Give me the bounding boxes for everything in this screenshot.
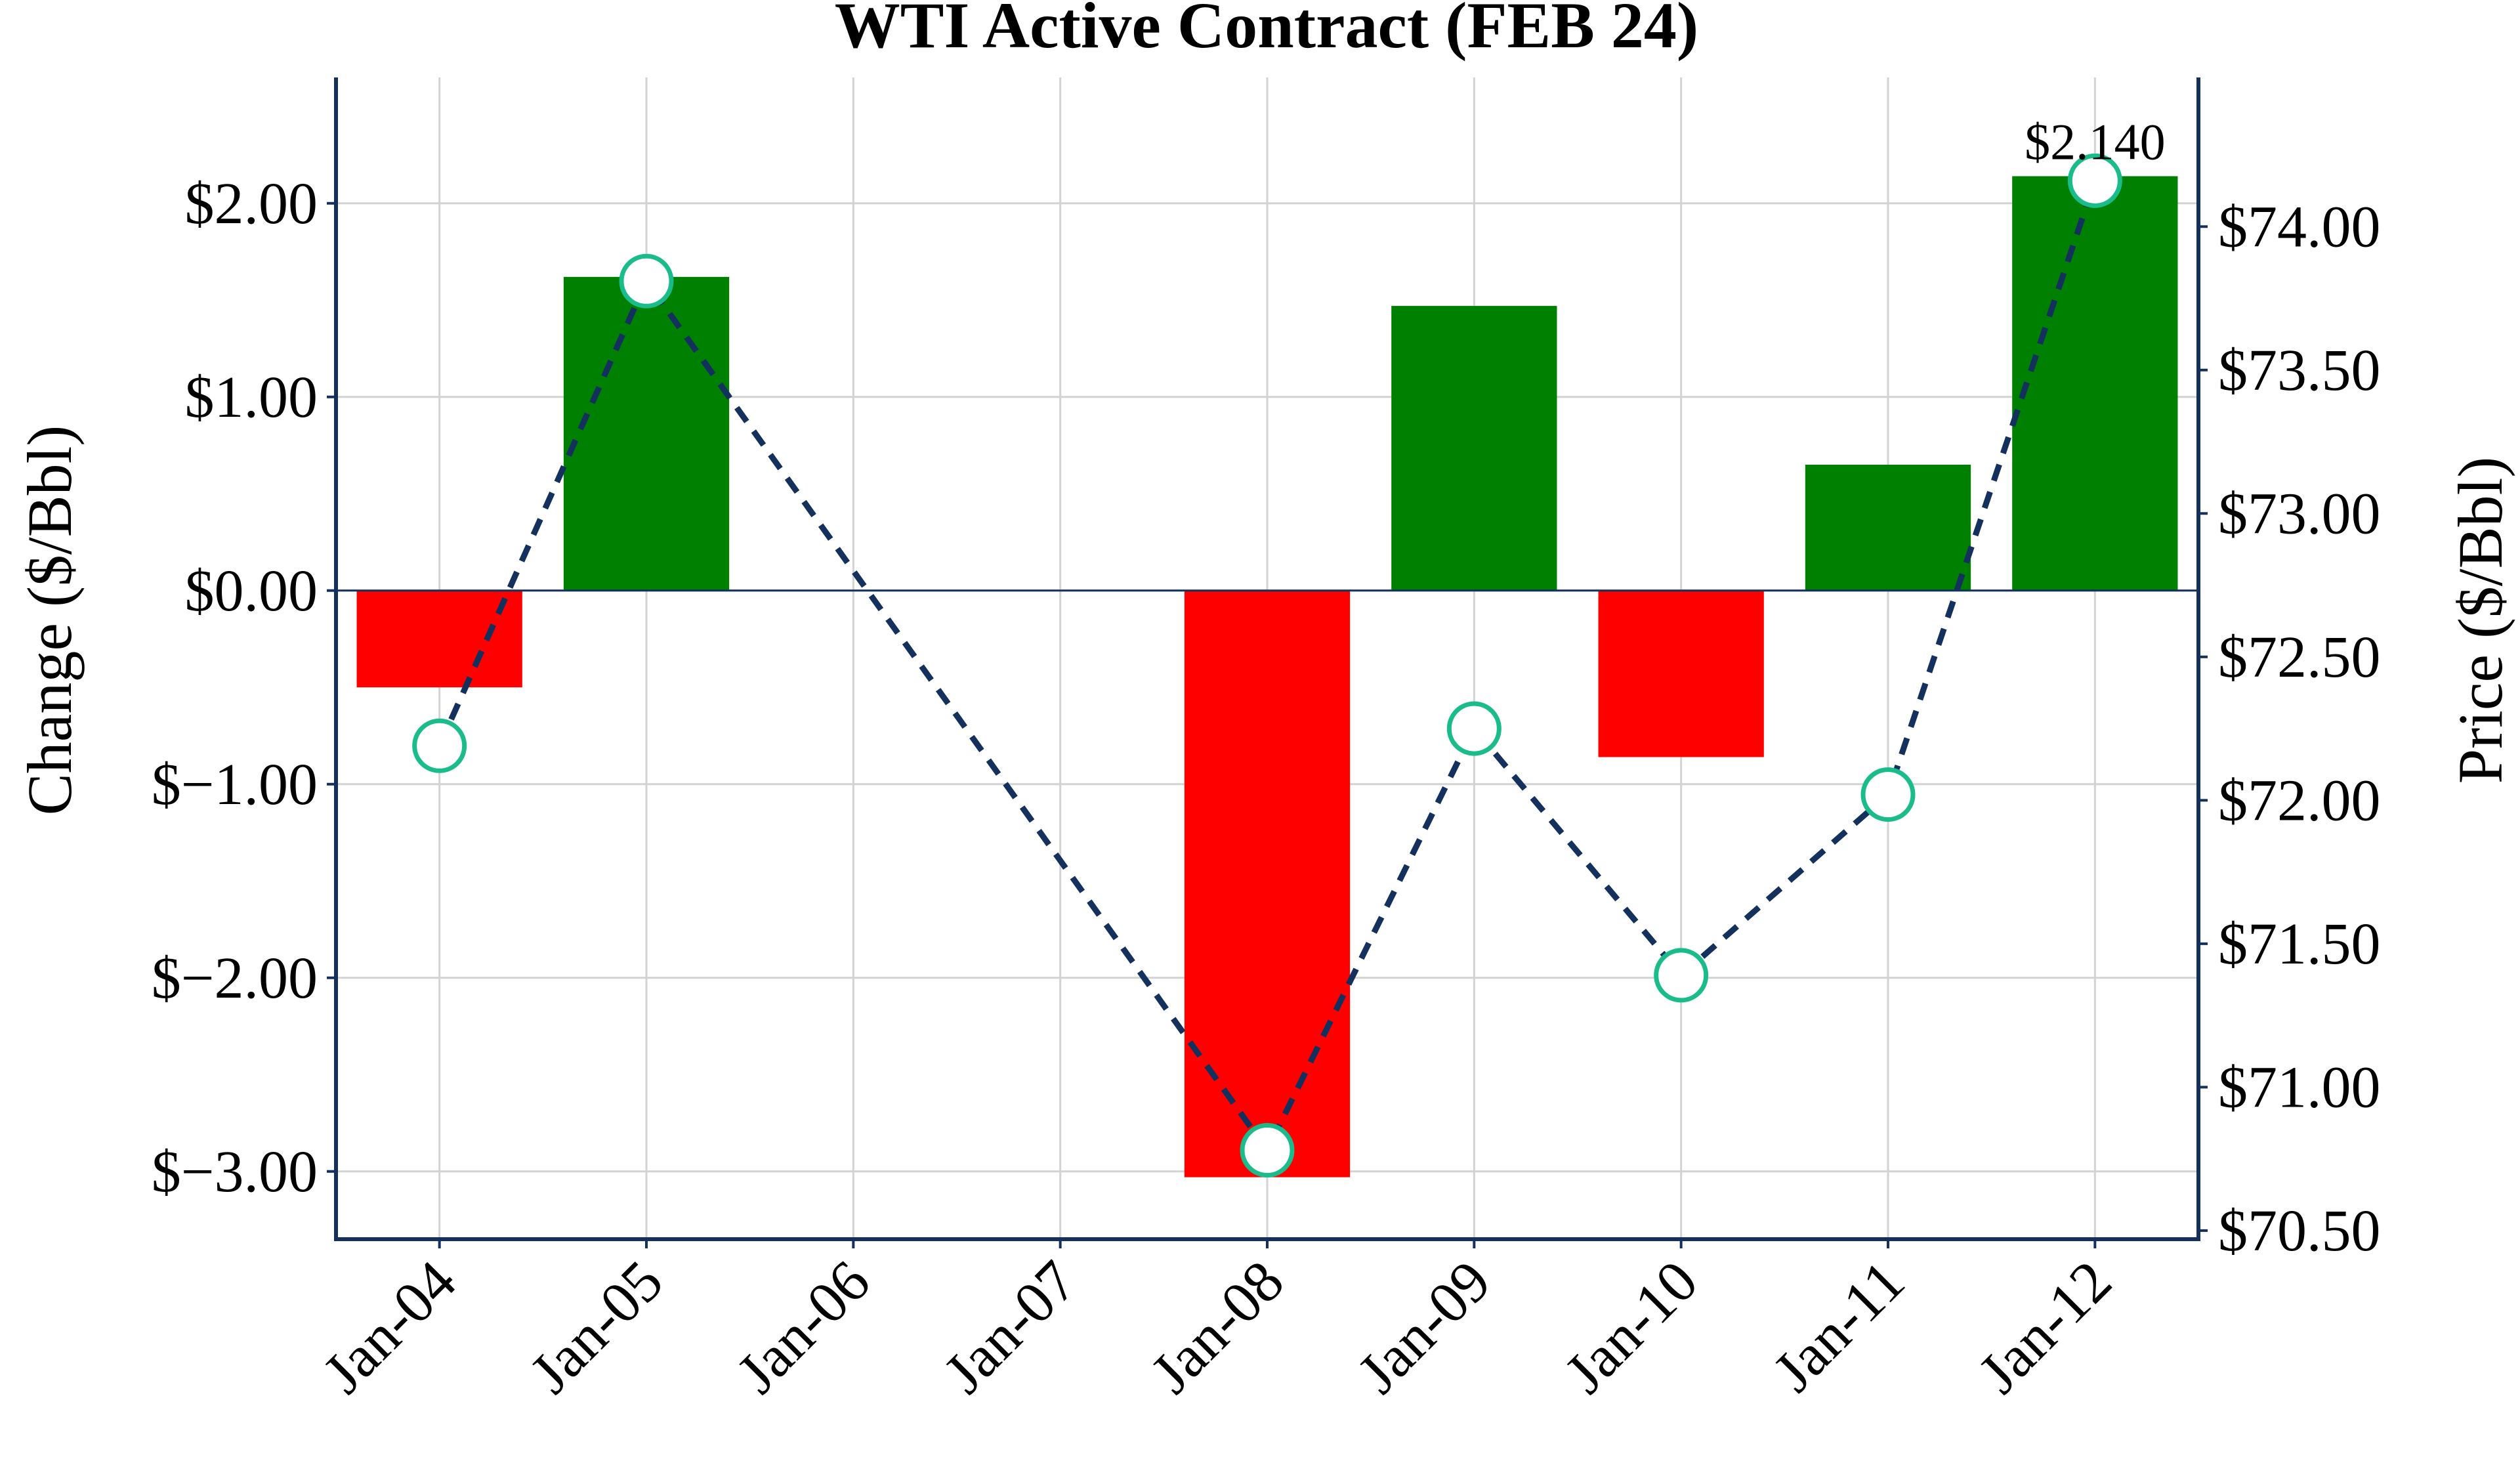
left-tick-label: $1.00 [185, 365, 318, 430]
left-tick-label: $−1.00 [152, 752, 318, 817]
x-tick-label: Jan-10 [1553, 1248, 1710, 1406]
chart-title: WTI Active Contract (FEB 24) [835, 0, 1698, 62]
change-bar-jan-11 [1805, 465, 1971, 591]
right-tick-label: $72.50 [2218, 625, 2381, 690]
right-tick-label: $72.00 [2218, 768, 2381, 833]
left-tick-label: $0.00 [185, 559, 318, 624]
right-tick-label: $74.00 [2218, 194, 2381, 259]
price-marker-jan-05 [619, 253, 674, 308]
left-tick-label: $2.00 [185, 171, 318, 236]
right-tick-label: $71.00 [2218, 1055, 2381, 1120]
x-axis-ticks: Jan-04 Jan-05 Jan-06 Jan-07 Jan-08 Jan-09 Jan-… [311, 1239, 2124, 1406]
left-axis-ticks: $−3.00 $−2.00 $−1.00 $0.00 $1.00 $2.00 [152, 171, 336, 1204]
price-markers [412, 153, 2122, 1178]
change-bar-jan-12 [2012, 176, 2178, 591]
x-tick-label: Jan-06 [725, 1248, 883, 1406]
bar-value-annotation: $2.140 [2025, 113, 2166, 170]
price-marker-jan-12 [2067, 153, 2122, 208]
x-tick-label: Jan-05 [518, 1248, 675, 1406]
right-tick-label: $70.50 [2218, 1198, 2381, 1263]
x-tick-label: Jan-04 [311, 1248, 469, 1406]
change-bar-jan-10 [1598, 590, 1764, 757]
right-tick-label: $73.50 [2218, 338, 2381, 403]
left-tick-label: $−2.00 [152, 946, 318, 1011]
left-axis-label: Change ($/Bbl) [14, 425, 85, 816]
change-bar-jan-05 [563, 276, 730, 591]
right-tick-label: $71.50 [2218, 912, 2381, 977]
price-marker-jan-08 [1240, 1123, 1295, 1178]
x-tick-label: Jan-09 [1346, 1248, 1503, 1406]
price-marker-jan-11 [1860, 767, 1916, 822]
right-axis-ticks: $70.50 $71.00 $71.50 $72.00 $72.50 $73.00 $73.… [2198, 194, 2381, 1263]
x-tick-label: Jan-07 [932, 1248, 1089, 1406]
price-marker-jan-09 [1446, 701, 1502, 756]
bar-series [356, 176, 2178, 1177]
right-axis-label: Price ($/Bbl) [2445, 457, 2515, 784]
change-bar-jan-08 [1184, 590, 1351, 1177]
left-tick-label: $−3.00 [152, 1139, 318, 1204]
x-tick-label: Jan-11 [1761, 1248, 1917, 1404]
price-marker-jan-04 [412, 718, 467, 773]
price-marker-jan-10 [1654, 948, 1709, 1003]
change-bar-jan-09 [1391, 306, 1557, 591]
right-tick-label: $73.00 [2218, 481, 2381, 546]
annotations: $2.140 [2025, 113, 2166, 170]
x-tick-label: Jan-12 [1967, 1248, 2124, 1406]
change-bar-jan-04 [356, 590, 522, 688]
x-tick-label: Jan-08 [1139, 1248, 1296, 1406]
